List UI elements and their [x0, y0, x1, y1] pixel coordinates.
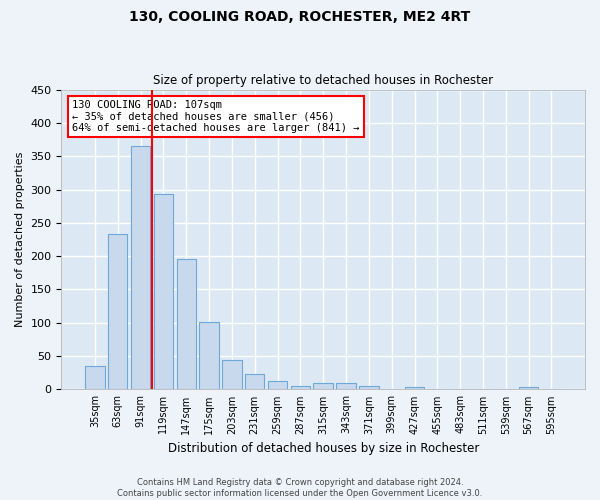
Bar [290, 386, 310, 390]
Bar [154, 194, 173, 390]
Y-axis label: Number of detached properties: Number of detached properties [15, 152, 25, 327]
Bar [519, 388, 538, 390]
Bar [131, 146, 150, 390]
Bar [108, 234, 127, 390]
Bar [199, 322, 219, 390]
X-axis label: Distribution of detached houses by size in Rochester: Distribution of detached houses by size … [167, 442, 479, 455]
Bar [245, 374, 265, 390]
Bar [313, 384, 333, 390]
Bar [85, 366, 104, 390]
Bar [359, 386, 379, 390]
Title: Size of property relative to detached houses in Rochester: Size of property relative to detached ho… [153, 74, 493, 87]
Bar [268, 381, 287, 390]
Bar [405, 388, 424, 390]
Text: 130 COOLING ROAD: 107sqm
← 35% of detached houses are smaller (456)
64% of semi-: 130 COOLING ROAD: 107sqm ← 35% of detach… [72, 100, 359, 134]
Bar [222, 360, 242, 390]
Bar [176, 259, 196, 390]
Bar [337, 384, 356, 390]
Text: Contains HM Land Registry data © Crown copyright and database right 2024.
Contai: Contains HM Land Registry data © Crown c… [118, 478, 482, 498]
Text: 130, COOLING ROAD, ROCHESTER, ME2 4RT: 130, COOLING ROAD, ROCHESTER, ME2 4RT [130, 10, 470, 24]
